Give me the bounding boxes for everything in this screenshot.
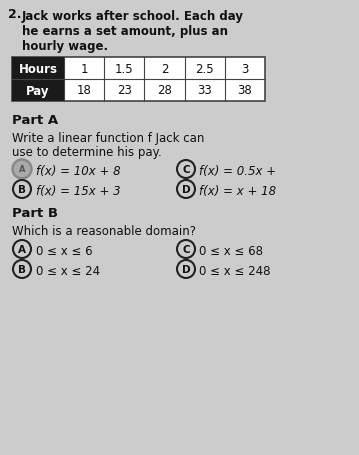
Text: 28: 28 <box>157 84 172 97</box>
Text: Which is a reasonable domain?: Which is a reasonable domain? <box>12 224 196 238</box>
Text: 0 ≤ x ≤ 6: 0 ≤ x ≤ 6 <box>36 244 93 258</box>
Text: Part A: Part A <box>12 114 58 127</box>
Text: B: B <box>18 264 26 274</box>
Text: 18: 18 <box>77 84 92 97</box>
Text: Part B: Part B <box>12 207 58 219</box>
Text: D: D <box>182 185 190 195</box>
Text: Write a linear function f Jack can: Write a linear function f Jack can <box>12 131 204 145</box>
Text: 23: 23 <box>117 84 132 97</box>
Text: 0 ≤ x ≤ 68: 0 ≤ x ≤ 68 <box>199 244 263 258</box>
Text: f(x) = 0.5x +: f(x) = 0.5x + <box>199 165 276 177</box>
Circle shape <box>12 160 32 180</box>
Text: 2.: 2. <box>8 8 22 21</box>
Text: A: A <box>18 244 26 254</box>
Text: 3: 3 <box>241 62 248 76</box>
Text: 33: 33 <box>197 84 212 97</box>
Text: 1: 1 <box>80 62 88 76</box>
Text: D: D <box>182 264 190 274</box>
Text: he earns a set amount, plus an: he earns a set amount, plus an <box>22 25 228 38</box>
FancyBboxPatch shape <box>12 58 265 102</box>
Text: C: C <box>182 165 190 175</box>
Text: A: A <box>19 165 25 174</box>
Text: 0 ≤ x ≤ 24: 0 ≤ x ≤ 24 <box>36 264 100 278</box>
FancyBboxPatch shape <box>12 80 64 102</box>
Text: 0 ≤ x ≤ 248: 0 ≤ x ≤ 248 <box>199 264 270 278</box>
Text: C: C <box>182 244 190 254</box>
Text: f(x) = x + 18: f(x) = x + 18 <box>199 185 276 197</box>
Text: use to determine his pay.: use to determine his pay. <box>12 146 162 159</box>
Circle shape <box>14 162 29 177</box>
FancyBboxPatch shape <box>12 58 64 80</box>
Text: Jack works after school. Each day: Jack works after school. Each day <box>22 10 244 23</box>
Text: hourly wage.: hourly wage. <box>22 40 108 53</box>
Text: 38: 38 <box>238 84 252 97</box>
Text: 1.5: 1.5 <box>115 62 134 76</box>
Text: Pay: Pay <box>26 84 50 97</box>
Text: 2.5: 2.5 <box>195 62 214 76</box>
Text: B: B <box>18 185 26 195</box>
Text: f(x) = 15x + 3: f(x) = 15x + 3 <box>36 185 121 197</box>
Text: Hours: Hours <box>19 62 57 76</box>
Text: 2: 2 <box>161 62 168 76</box>
Text: f(x) = 10x + 8: f(x) = 10x + 8 <box>36 165 121 177</box>
